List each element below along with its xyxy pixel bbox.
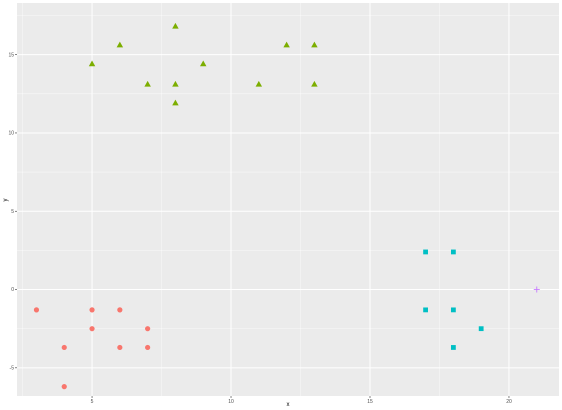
grid-lines — [17, 3, 559, 396]
square-point — [450, 249, 456, 255]
y-axis-title: y — [3, 199, 9, 202]
triangle-point — [116, 41, 124, 48]
triangle-point — [199, 60, 207, 67]
triangle-point — [172, 80, 179, 87]
circle-point — [89, 307, 95, 313]
x-tick-label: 10 — [228, 399, 234, 405]
circle-point — [89, 326, 95, 332]
square-point — [423, 307, 428, 313]
axes: 5 10 15 20 -5 0 5 10 15 — [8, 52, 512, 405]
circle-point — [33, 307, 40, 313]
triangle-point — [311, 41, 318, 48]
series-square — [423, 249, 484, 350]
circle-point — [61, 344, 67, 351]
series-triangle — [88, 22, 318, 106]
triangle-point — [172, 99, 179, 106]
y-tick-label: 0 — [11, 287, 14, 293]
x-tick-label: 20 — [506, 399, 512, 405]
triangle-point — [172, 22, 179, 29]
x-tick-label: 5 — [91, 399, 94, 405]
triangle-point — [311, 80, 318, 87]
circle-point — [145, 344, 151, 351]
x-axis-title: x — [287, 402, 290, 408]
series-plus — [533, 286, 540, 293]
square-point — [450, 345, 456, 350]
triangle-point — [255, 80, 263, 87]
y-tick-label: 5 — [11, 209, 14, 215]
square-point — [450, 307, 456, 313]
y-tick-label: 15 — [8, 52, 14, 58]
triangle-point — [283, 41, 290, 48]
plus-point — [533, 286, 540, 293]
triangle-point — [144, 80, 151, 87]
data-points — [33, 22, 540, 390]
circle-point — [117, 307, 123, 313]
circle-point — [61, 384, 67, 390]
plot-panel — [17, 3, 559, 396]
circle-point — [145, 326, 151, 332]
series-circle — [33, 307, 151, 390]
square-point — [478, 326, 484, 332]
square-point — [423, 249, 428, 255]
y-tick-label: -5 — [10, 366, 15, 372]
x-tick-label: 15 — [367, 399, 373, 405]
triangle-point — [88, 60, 96, 67]
circle-point — [117, 344, 123, 351]
y-tick-label: 10 — [8, 131, 14, 137]
